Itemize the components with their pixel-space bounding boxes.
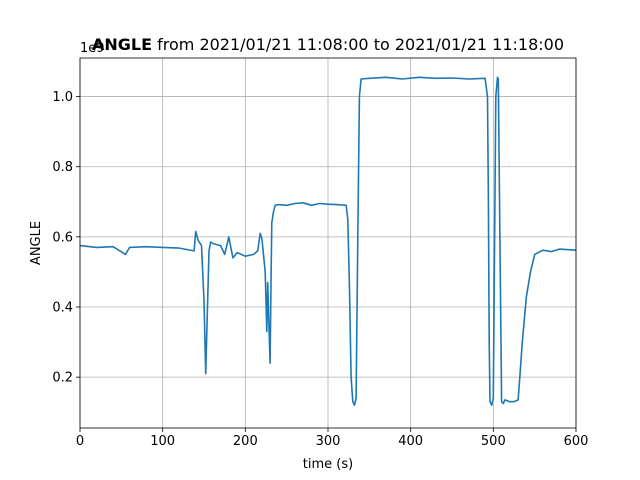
y-tick-label: 1.0 [52,90,73,105]
chart-title: ANGLE from 2021/01/21 11:08:00 to 2021/0… [92,35,564,54]
y-tick-label: 0.6 [52,230,73,245]
x-tick-label: 200 [233,434,258,449]
x-tick-label: 500 [481,434,506,449]
y-scale-offset-label: 1e9 [80,41,105,56]
series-line [79,76,577,406]
x-tick-label: 0 [76,434,84,449]
y-tick-label: 0.8 [52,160,73,175]
y-axis-label: ANGLE [29,221,44,265]
chart-title-bold: ANGLE [92,35,152,54]
y-tick-label: 0.2 [52,371,73,386]
series-layer [79,76,577,406]
x-axis-label: time (s) [303,457,353,472]
chart-title-rest: from 2021/01/21 11:08:00 to 2021/01/21 1… [152,35,564,54]
x-tick-label: 600 [564,434,589,449]
x-tick-label: 300 [316,434,341,449]
y-tick-label: 0.4 [52,301,73,316]
x-tick-label: 400 [398,434,423,449]
x-axis: 0 100 200 300 400 500 600 [76,428,589,449]
x-tick-label: 100 [150,434,175,449]
y-axis: 0.2 0.4 0.6 0.8 1.0 [52,90,80,386]
